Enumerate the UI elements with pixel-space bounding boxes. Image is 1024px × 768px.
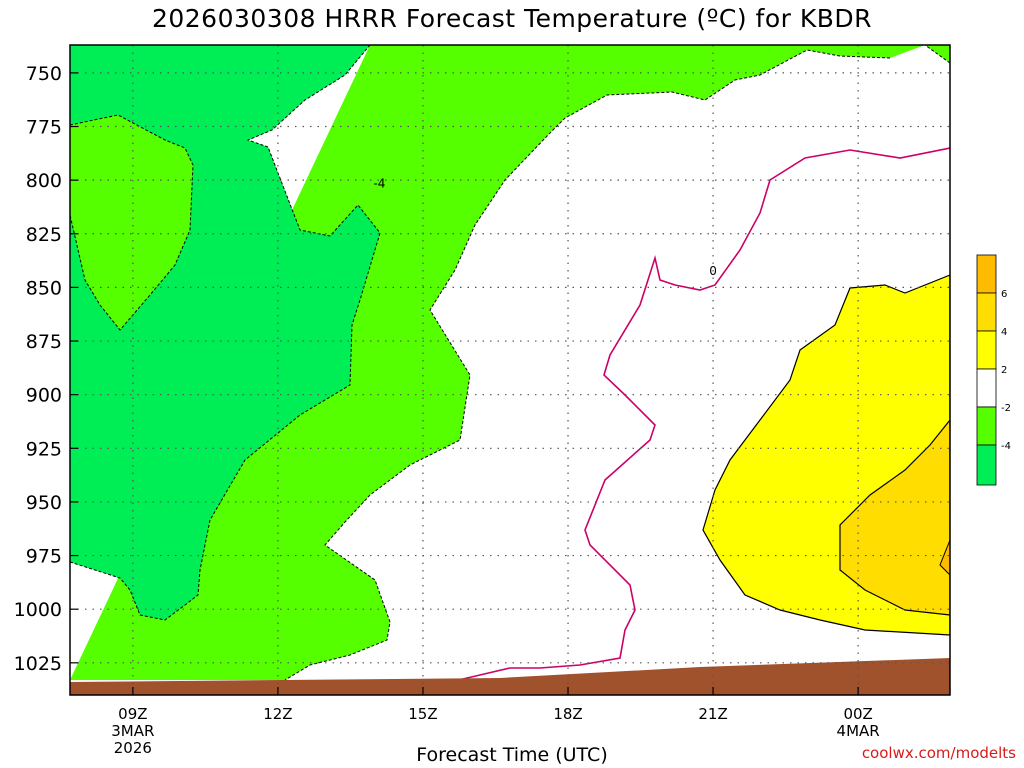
colorbar-label: -2 (1001, 403, 1011, 414)
contour-minus4-pocket (70, 114, 194, 331)
y-tick-label: 875 (26, 331, 62, 353)
region-pocket (70, 115, 193, 330)
y-axis: 750 775 800 825 850 875 900 925 950 975 1000 1025 (14, 63, 78, 675)
x-tick-year: 2026 (114, 739, 152, 757)
y-tick-label: 950 (26, 492, 62, 514)
x-tick-label: 12Z (263, 705, 292, 723)
x-tick-label: 09Z (118, 705, 147, 723)
y-tick-label: 925 (26, 438, 62, 460)
chart-title: 2026030308 HRRR Forecast Temperature (ºC… (151, 4, 873, 33)
colorbar-label: -4 (1001, 441, 1011, 452)
contour-zero (449, 147, 950, 683)
y-tick-label: 850 (26, 277, 62, 299)
x-tick-date: 4MAR (837, 722, 880, 740)
region-4-to-6 (839, 419, 950, 616)
region-4-to-6-edge (939, 539, 950, 576)
x-tick-date: 3MAR (111, 722, 154, 740)
y-tick-label: 800 (26, 170, 62, 192)
y-tick-label: 750 (26, 63, 62, 85)
x-tick-label: 18Z (553, 705, 582, 723)
contour-minus4 (70, 45, 381, 621)
y-tick-label: 775 (26, 117, 62, 139)
y-tick-label: 1000 (14, 599, 62, 621)
y-tick-label: 900 (26, 385, 62, 407)
credit-text: coolwx.com/modelts (861, 744, 1016, 762)
ground-terrain (70, 658, 950, 695)
colorbar-label: 6 (1001, 289, 1007, 300)
contour-minus2 (284, 45, 950, 681)
x-tick-label: 21Z (698, 705, 727, 723)
x-axis-label: Forecast Time (UTC) (416, 744, 608, 766)
x-tick-label: 00Z (843, 705, 872, 723)
colorbar: 6 4 2 -2 -4 (976, 254, 1011, 486)
plot-frame (69, 44, 951, 696)
x-tick-label: 15Z (408, 705, 437, 723)
y-tick-label: 975 (26, 546, 62, 568)
contour-label: -4 (373, 176, 385, 190)
colorbar-label: 2 (1001, 365, 1007, 376)
colorbar-labels: 6 4 2 -2 -4 (1001, 289, 1011, 452)
contour-labels: -4 0 (373, 176, 716, 278)
contour-label: 0 (709, 264, 717, 278)
region-minus4-to-minus2 (70, 45, 950, 680)
colorbar-label: 4 (1001, 327, 1007, 338)
y-tick-label: 825 (26, 224, 62, 246)
y-tick-label: 1025 (14, 653, 62, 675)
temperature-fields (70, 45, 950, 695)
